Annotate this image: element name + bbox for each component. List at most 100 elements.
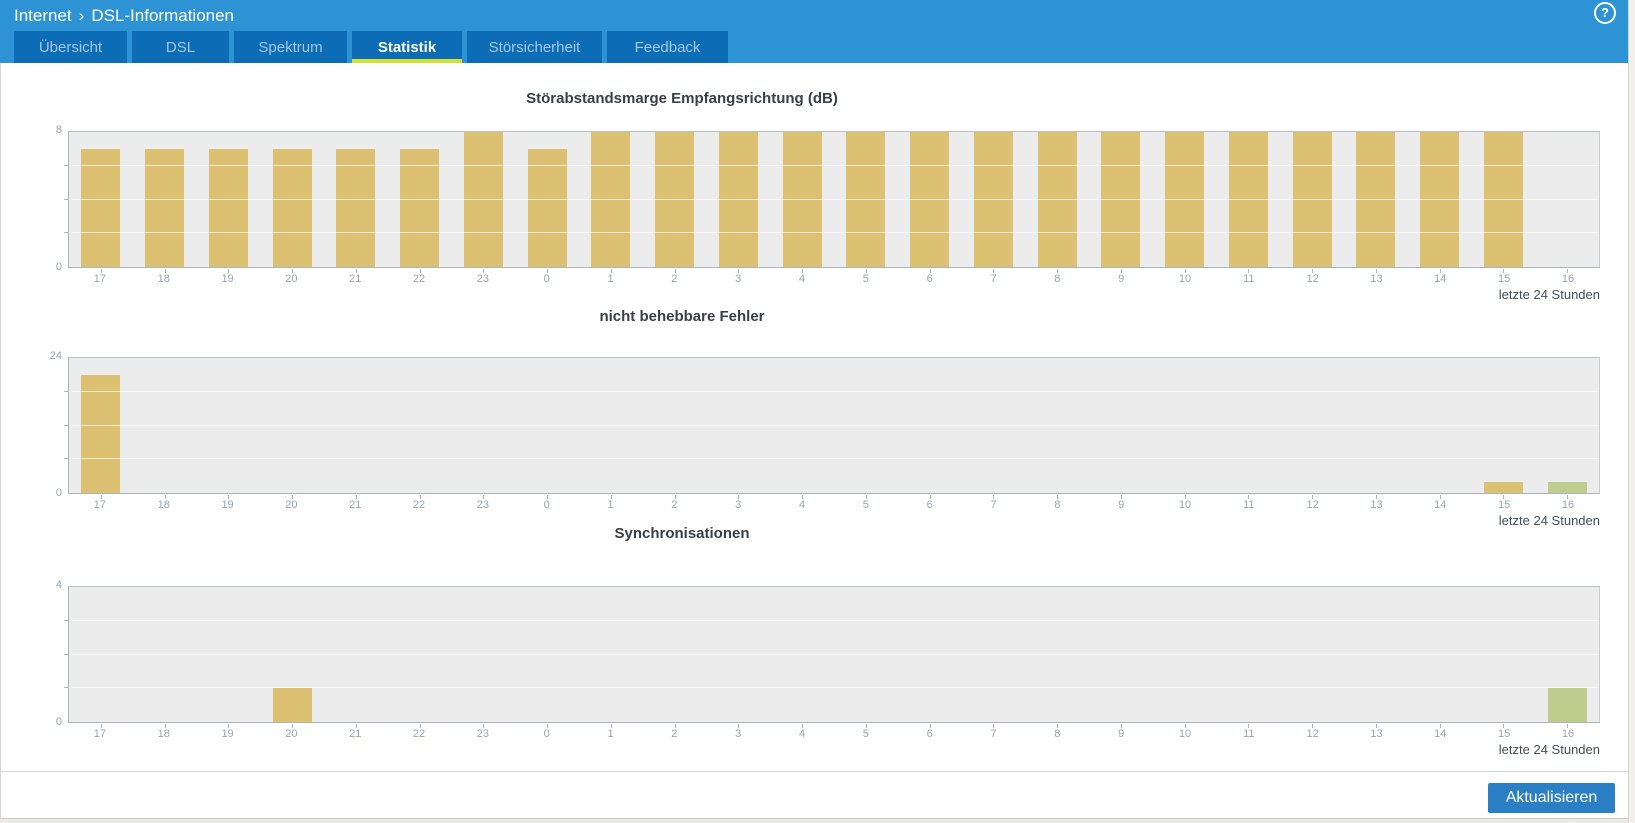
x-axis-label: 20: [285, 728, 298, 740]
x-axis-label: 2: [671, 499, 678, 511]
x-axis-tick: [738, 724, 740, 728]
page-bottom-border: [0, 818, 1628, 823]
bar-hour-14: [1420, 132, 1460, 267]
x-axis-label: 8: [1054, 273, 1061, 285]
x-axis-tick: [929, 724, 931, 728]
gridline: [69, 653, 1599, 655]
x-axis-label: 23: [476, 273, 489, 285]
bar-hour-4: [782, 132, 822, 267]
bar-hour-15: [1483, 132, 1523, 267]
x-axis-tick: [1248, 495, 1250, 499]
tab-statistik[interactable]: Statistik: [352, 31, 462, 63]
x-axis-tick: [1567, 724, 1569, 728]
x-axis-label: 10: [1178, 499, 1192, 511]
x-axis-tick: [228, 724, 230, 728]
x-axis-label: 21: [349, 499, 362, 511]
x-axis-tick: [1439, 495, 1441, 499]
x-axis-tick: [292, 495, 294, 499]
chart-plot: [64, 586, 1600, 728]
x-axis-label: 18: [157, 273, 170, 285]
x-axis-tick: [1120, 724, 1122, 728]
x-axis-tick: [228, 269, 230, 273]
x-axis-tick: [674, 269, 676, 273]
x-axis-tick: [865, 495, 867, 499]
x-axis-tick: [1120, 269, 1122, 273]
x-axis-label: 17: [93, 499, 107, 511]
bar-hour-21: [336, 148, 376, 267]
tab-spektrum[interactable]: Spektrum: [234, 31, 347, 63]
x-axis-tick: [929, 495, 931, 499]
gridline: [69, 198, 1599, 200]
x-axis-label: 10: [1178, 728, 1192, 740]
x-axis-tick: [865, 269, 867, 273]
x-axis-tick: [1503, 269, 1505, 273]
gridline: [69, 232, 1599, 234]
y-axis-tick: [64, 164, 68, 166]
x-axis-label: 5: [862, 499, 869, 511]
y-axis-min-label: 0: [55, 716, 62, 728]
x-axis-label: 16: [1561, 728, 1575, 740]
x-axis-tick: [164, 495, 166, 499]
y-axis-tick: [64, 687, 68, 689]
bar-hour-3: [718, 132, 758, 267]
x-axis-tick: [547, 269, 549, 273]
tab-uebersicht[interactable]: Übersicht: [14, 31, 127, 63]
x-axis-tick: [610, 724, 612, 728]
header-bar: Internet › DSL-Informationen ?: [0, 0, 1628, 31]
x-axis-label: 16: [1561, 273, 1575, 285]
x-axis-label: 20: [285, 273, 298, 285]
x-axis-tick: [1567, 269, 1569, 273]
time-range-label: letzte 24 Stunden: [1498, 287, 1600, 302]
breadcrumb-section[interactable]: Internet: [14, 6, 72, 25]
x-axis-label: 19: [221, 499, 234, 511]
gridline: [69, 424, 1599, 426]
y-axis-tick: [64, 232, 68, 234]
gridline: [69, 458, 1599, 460]
x-axis-tick: [228, 495, 230, 499]
x-axis-tick: [993, 495, 995, 499]
x-axis-tick: [1439, 269, 1441, 273]
x-axis-labels: 17 18 19 20 21 22 23 0 1 2 3 4 5 6 7 8 9 10 11 12 13 14 15 16: [68, 728, 1600, 740]
help-icon[interactable]: ?: [1594, 2, 1616, 24]
chart-title: nicht behebbare Fehler: [599, 308, 765, 325]
tab-dsl[interactable]: DSL: [132, 31, 229, 63]
bar-hour-6: [910, 132, 950, 267]
x-axis-label: 19: [221, 273, 234, 285]
x-axis-tick: [1312, 495, 1314, 499]
x-axis-tick: [1312, 269, 1314, 273]
x-axis-tick: [1184, 724, 1186, 728]
x-axis-label: 8: [1054, 499, 1061, 511]
x-axis-tick: [802, 495, 804, 499]
bar-hour-1: [591, 132, 631, 267]
y-axis-tick: [64, 424, 68, 426]
x-axis-label: 10: [1178, 273, 1192, 285]
refresh-button[interactable]: Aktualisieren: [1488, 783, 1615, 813]
footer-divider: [0, 771, 1628, 772]
bar-hour-8: [1037, 132, 1077, 267]
x-axis-label: 11: [1243, 499, 1255, 511]
x-axis-label: 3: [735, 728, 742, 740]
x-axis-tick: [993, 269, 995, 273]
x-axis-label: 9: [1118, 728, 1125, 740]
x-axis-tick: [419, 269, 421, 273]
x-axis-tick: [164, 724, 166, 728]
x-axis-label: 0: [543, 499, 550, 511]
x-axis-label: 15: [1498, 499, 1511, 511]
bar-hour-20: [272, 688, 312, 722]
bar-hour-16: [1547, 481, 1587, 493]
x-axis-label: 1: [607, 499, 614, 511]
tab-stoersicherheit[interactable]: Störsicherheit: [467, 31, 602, 63]
x-axis-label: 17: [93, 273, 107, 285]
x-axis-label: 12: [1306, 499, 1319, 511]
x-axis-tick: [738, 269, 740, 273]
scrollbar-track[interactable]: [1628, 0, 1635, 823]
x-axis-tick: [865, 724, 867, 728]
tab-feedback[interactable]: Feedback: [607, 31, 728, 63]
x-axis-label: 14: [1434, 728, 1447, 740]
x-axis-label: 5: [862, 273, 869, 285]
x-axis-label: 7: [990, 499, 997, 511]
gridline: [69, 390, 1599, 392]
bar-hour-7: [973, 132, 1013, 267]
x-axis-label: 16: [1561, 499, 1575, 511]
y-axis-tick: [64, 198, 68, 200]
